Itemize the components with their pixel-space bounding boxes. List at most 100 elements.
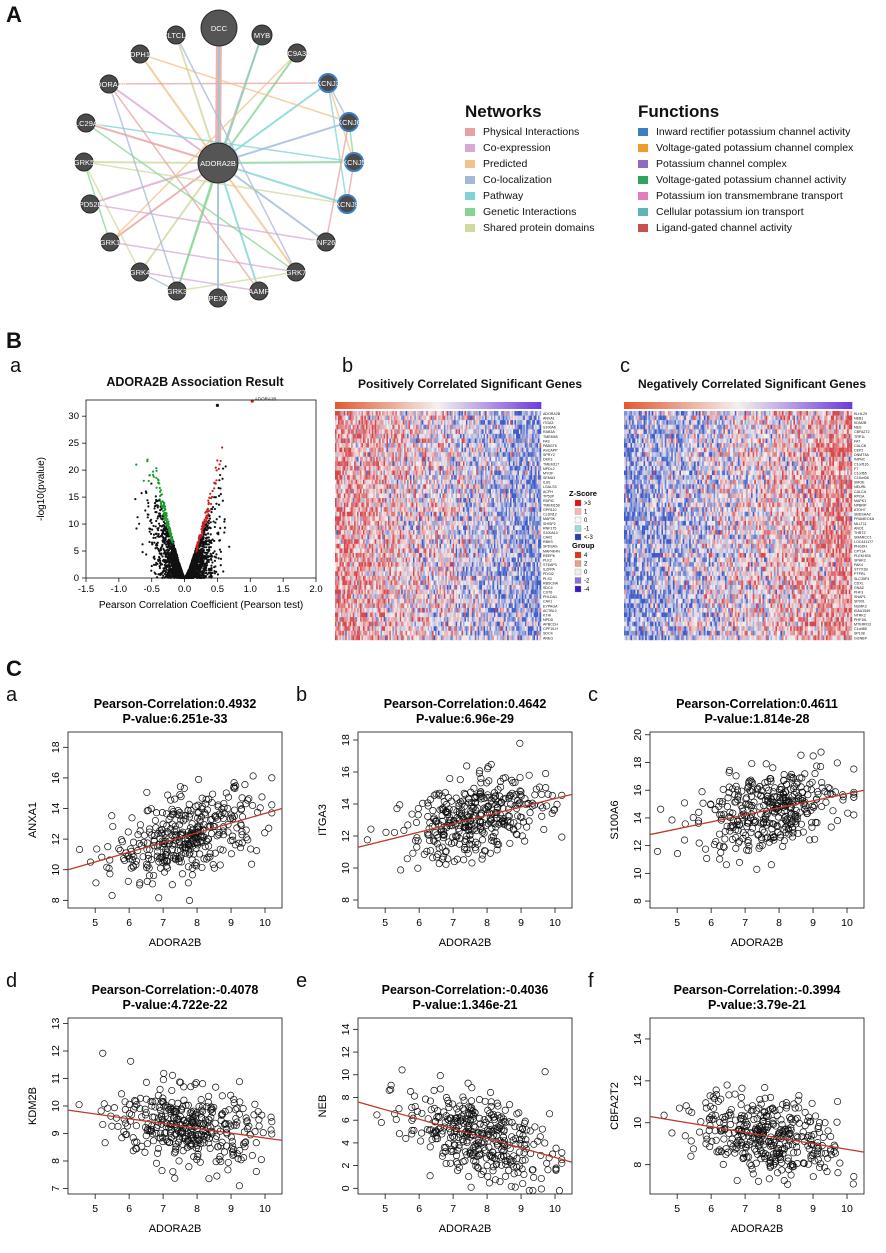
- network-node-slc9a3r2: SLC9A3R2: [278, 43, 316, 63]
- zscore-legend-label: 1: [584, 510, 588, 516]
- scatter-ytick: 8: [340, 1094, 352, 1100]
- scatter-ytick: 2: [340, 1163, 352, 1169]
- network-node-adora2b: ADORA2B: [197, 142, 239, 184]
- scatter-ytick: 12: [632, 840, 644, 852]
- group-legend-label: 0: [584, 570, 588, 576]
- volcano-title: ADORA2B Association Result: [106, 375, 284, 389]
- heatmap-gene-label: CLDN12: [543, 513, 557, 517]
- volcano-xtick: -1.0: [111, 584, 127, 595]
- network-edge: [89, 162, 219, 205]
- heatmap-gene-label: LGALS3: [543, 485, 557, 489]
- scatter-xtick: 7: [742, 1203, 748, 1215]
- heatmap-gene-label: SPHK2: [854, 558, 866, 562]
- network-edge: [139, 271, 260, 292]
- sublabel-cd: d: [6, 970, 18, 992]
- scatter-ytick: 12: [50, 1045, 62, 1057]
- group-legend-title: Group: [572, 541, 595, 550]
- legend-swatch: [465, 224, 475, 232]
- network-node-pex6: PEX6: [208, 288, 228, 308]
- heatmap-gene-label: NEURL: [854, 485, 866, 489]
- heatmap-gene-label: PHGDH: [854, 545, 867, 549]
- heatmap-gene-label: PHF10L: [854, 618, 867, 622]
- networks-legend-title: Networks: [465, 102, 542, 121]
- panel-label-b: B: [6, 328, 22, 353]
- scatter-xtick: 9: [518, 917, 524, 929]
- scatter-xtick: 10: [549, 1203, 561, 1215]
- scatter-xtick: 10: [841, 1203, 853, 1215]
- heatmap-gene-label: SEMA3: [543, 476, 555, 480]
- network-edge: [85, 122, 355, 163]
- network-node-aamp: AAMP: [248, 281, 270, 301]
- volcano-ytick: 20: [68, 465, 79, 476]
- network-edge: [109, 162, 219, 243]
- heatmap-gene-label: SP108: [854, 632, 865, 636]
- legend-item: Shared protein domains: [465, 222, 595, 234]
- volcano-ytick: 15: [68, 492, 79, 503]
- heatmap-gene-label: TP53P: [543, 494, 555, 498]
- scatter-frame: [649, 1017, 865, 1195]
- heatmap-gene-label: ANO1: [854, 526, 864, 530]
- legend-swatch: [638, 224, 648, 232]
- scatter-ytick: 18: [340, 734, 352, 746]
- heatmap-gene-label: EYPAGA: [543, 604, 558, 608]
- scatter-ylabel: ANXA1: [27, 802, 39, 838]
- network-edge: [176, 271, 297, 292]
- scatter-ytick: 16: [632, 784, 644, 796]
- heatmap-gene-label: PAK4: [854, 563, 863, 567]
- scatter-xtick: 7: [160, 917, 166, 929]
- heatmap-gene-label: PLEKHG6: [854, 554, 871, 558]
- scatter-plot-itga3: Pearson-Correlation:0.4642P-value:6.96e-…: [317, 697, 573, 949]
- volcano-xtick: 2.0: [309, 584, 322, 595]
- network-node-label: GRK5: [74, 158, 94, 167]
- scatter-xtick: 5: [382, 917, 388, 929]
- scatter-plot-neb: Pearson-Correlation:-0.4036P-value:1.346…: [317, 983, 573, 1235]
- network-node-label: CLTCL1: [162, 31, 189, 40]
- network-node-grk1: GRK1: [100, 232, 120, 252]
- scatter-ytick: 10: [340, 862, 352, 874]
- scatter-frame: [357, 731, 573, 909]
- legend-swatch: [465, 128, 475, 136]
- group-swatch: [574, 560, 582, 567]
- heatmap-gene-label: RBKS: [543, 540, 553, 544]
- scatter-plot-cbfa2t2: Pearson-Correlation:-0.3994P-value:3.79e…: [609, 983, 865, 1235]
- zscore-swatch: [574, 499, 582, 507]
- scatter-ytick: 8: [632, 898, 644, 904]
- heatmap-gene-label: C1orf85: [854, 627, 867, 631]
- heatmap-gene-label: PHLDA1: [543, 595, 557, 599]
- scatter-frame: [649, 731, 865, 909]
- heatmap-gene-label: DKK3: [543, 458, 552, 462]
- network-node-kcnj6: KCNJ6: [337, 112, 361, 132]
- zscore-swatch: [574, 516, 582, 524]
- network-node-dph1: DPH1: [130, 44, 150, 64]
- scatter-ylabel: S100A6: [609, 800, 621, 839]
- heatmap-gene-label: IL6S: [543, 481, 551, 485]
- heatmap-gene-label: PLK2: [543, 558, 552, 562]
- heatmap-gene-label: RNF175: [543, 526, 556, 530]
- group-legend-label: -4: [584, 587, 590, 593]
- zscore-swatch: [574, 533, 582, 541]
- scatter-xtick: 5: [92, 1203, 98, 1215]
- scatter-pvalue: P-value:1.814e-28: [705, 712, 810, 726]
- network-node-grk3: GRK3: [167, 281, 187, 301]
- legend-label: Voltage-gated potassium channel activity: [656, 174, 847, 186]
- scatter-ylabel: NEB: [317, 1095, 329, 1118]
- group-legend-label: 2: [584, 562, 588, 568]
- network-node-grk7: GRK7: [286, 262, 306, 282]
- heatmap-gene-label: RPI1A: [854, 494, 865, 498]
- legend-item: Voltage-gated potassium channel activity: [638, 174, 846, 186]
- network-node-label: ZNF267: [312, 238, 339, 247]
- heatmap-gene-label: FAT: [854, 439, 861, 443]
- scatter-xtick: 10: [259, 1203, 271, 1215]
- heatmap-gene-label: PRAMEO1A: [854, 517, 875, 521]
- volcano-frame: [85, 399, 317, 579]
- scatter-xtick: 7: [742, 917, 748, 929]
- heatmap-gene-label: ANXA1: [543, 416, 555, 420]
- legend-label: Predicted: [483, 158, 528, 170]
- legend-item: Potassium channel complex: [638, 158, 787, 170]
- legend-swatch: [638, 192, 648, 200]
- heatmap-gene-label: S100A10: [543, 531, 558, 535]
- sublabel-ca: a: [6, 684, 18, 706]
- network-node-label: ADORA2A: [91, 80, 127, 89]
- scatter-xlabel: ADORA2B: [731, 937, 784, 949]
- heatmap-gene-label: C15orf38: [854, 476, 869, 480]
